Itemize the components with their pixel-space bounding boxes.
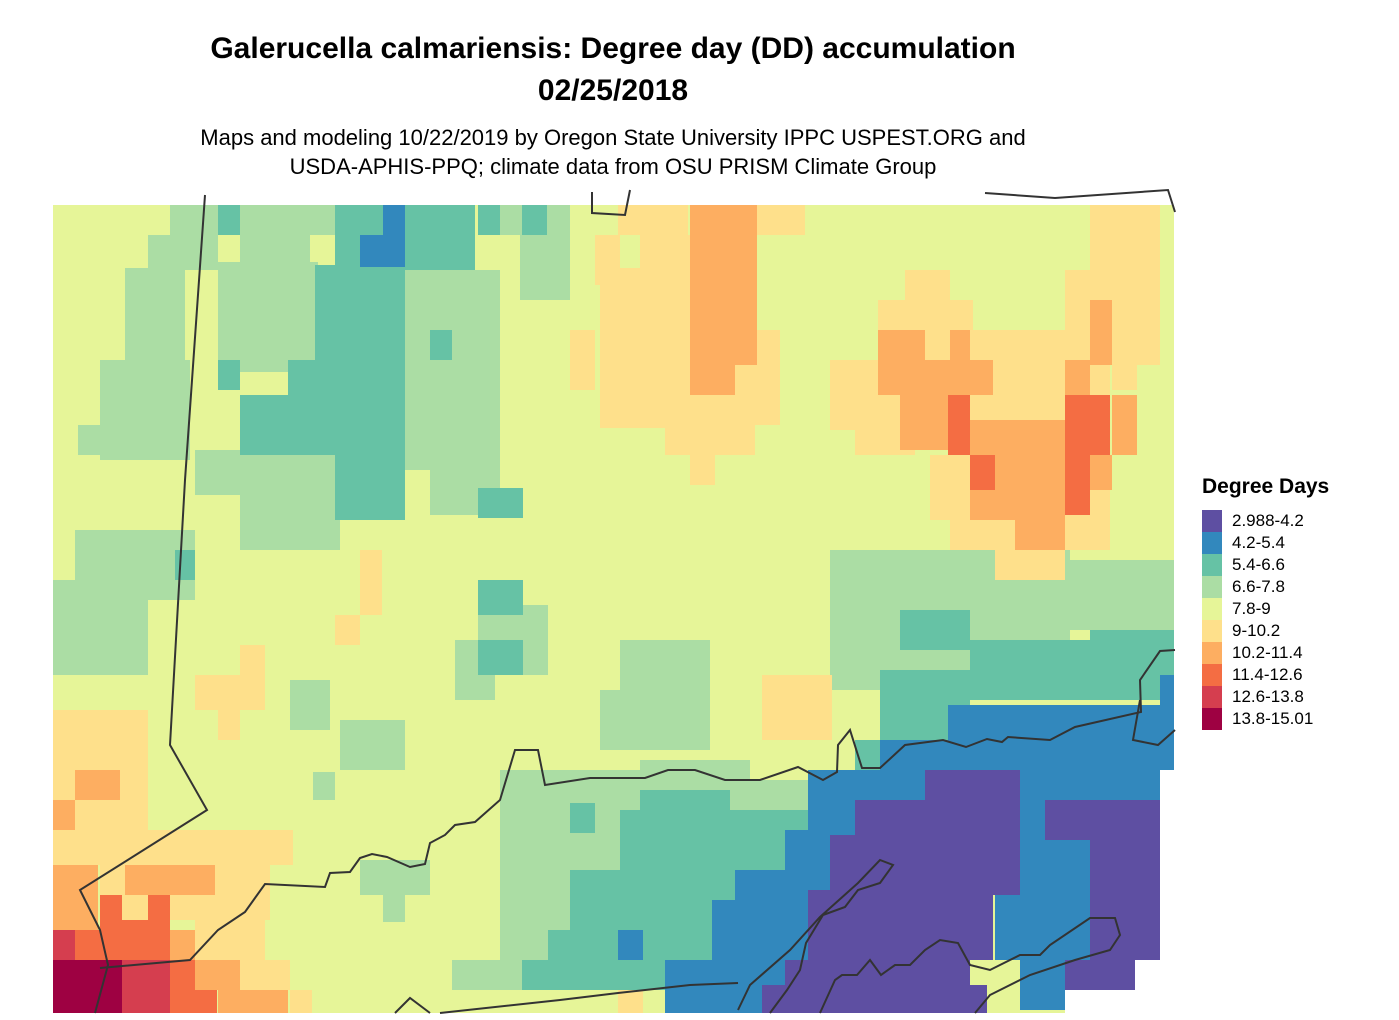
river-boundary-south-c xyxy=(394,996,431,1014)
legend-swatch xyxy=(1202,598,1222,620)
legend-swatch xyxy=(1202,642,1222,664)
legend-items: 2.988-4.2 4.2-5.4 5.4-6.6 6.6-7.8 7.8-9 9-10.… xyxy=(1202,510,1329,730)
legend-item: 5.4-6.6 xyxy=(1202,554,1329,576)
river-boundary-south-b xyxy=(819,917,1122,1014)
zone-2.988-4.2 xyxy=(762,770,1160,1013)
legend-item: 12.6-13.8 xyxy=(1202,686,1329,708)
legend-item: 11.4-12.6 xyxy=(1202,664,1329,686)
state-boundary-north-a xyxy=(591,189,631,217)
legend-swatch xyxy=(1202,576,1222,598)
map-credit-line-2: USDA-APHIS-PPQ; climate data from OSU PR… xyxy=(289,154,937,179)
legend-label: 7.8-9 xyxy=(1232,599,1271,618)
zone-5.4-6.6 xyxy=(175,205,1174,990)
river-boundary xyxy=(99,649,1176,969)
no-data-cells xyxy=(1065,770,1180,1013)
legend-swatch xyxy=(1202,510,1222,532)
legend-title: Degree Days xyxy=(1202,475,1330,498)
map-date: 02/25/2018 xyxy=(537,74,689,107)
legend-item: 10.2-11.4 xyxy=(1202,642,1329,664)
legend-label: 13.8-15.01 xyxy=(1232,709,1314,728)
river-boundary-south-d xyxy=(439,982,739,1014)
legend-item: 6.6-7.8 xyxy=(1202,576,1329,598)
legend-label: 10.2-11.4 xyxy=(1232,643,1303,662)
legend-item: 7.8-9 xyxy=(1202,598,1329,620)
legend-label: 6.6-7.8 xyxy=(1232,577,1285,596)
legend-swatch xyxy=(1202,686,1222,708)
legend-swatch xyxy=(1202,620,1222,642)
legend-label: 4.2-5.4 xyxy=(1232,533,1285,552)
map-credit-line-1: Maps and modeling 10/22/2019 by Oregon S… xyxy=(200,125,1026,150)
river-boundary-south-a xyxy=(737,858,895,1014)
zone-13.8-15.01 xyxy=(53,960,122,1013)
legend-item: 13.8-15.01 xyxy=(1202,708,1329,730)
legend-swatch xyxy=(1202,532,1222,554)
legend-swatch xyxy=(1202,554,1222,576)
legend-label: 12.6-13.8 xyxy=(1232,687,1304,706)
legend-swatch xyxy=(1202,664,1222,686)
legend: Degree Days 2.988-4.2 4.2-5.4 5.4-6.6 6.6-7… xyxy=(1202,474,1329,730)
boundary-lines xyxy=(78,188,1176,1014)
legend-label: 9-10.2 xyxy=(1232,621,1281,640)
legend-label: 2.988-4.2 xyxy=(1232,511,1304,530)
legend-swatch xyxy=(1202,708,1222,730)
state-boundary-west xyxy=(78,194,209,1014)
zone-12.6-13.8 xyxy=(53,930,170,1013)
zone-11.4-12.6 xyxy=(75,395,1110,1013)
state-boundary-north-b xyxy=(984,188,1176,213)
map-title: Galerucella calmariensis: Degree day (DD… xyxy=(210,32,1016,65)
legend-item: 4.2-5.4 xyxy=(1202,532,1329,554)
legend-label: 11.4-12.6 xyxy=(1232,665,1303,684)
legend-label: 5.4-6.6 xyxy=(1232,555,1285,574)
river-boundary-east xyxy=(1131,699,1176,747)
legend-item: 2.988-4.2 xyxy=(1202,510,1329,532)
legend-item: 9-10.2 xyxy=(1202,620,1329,642)
